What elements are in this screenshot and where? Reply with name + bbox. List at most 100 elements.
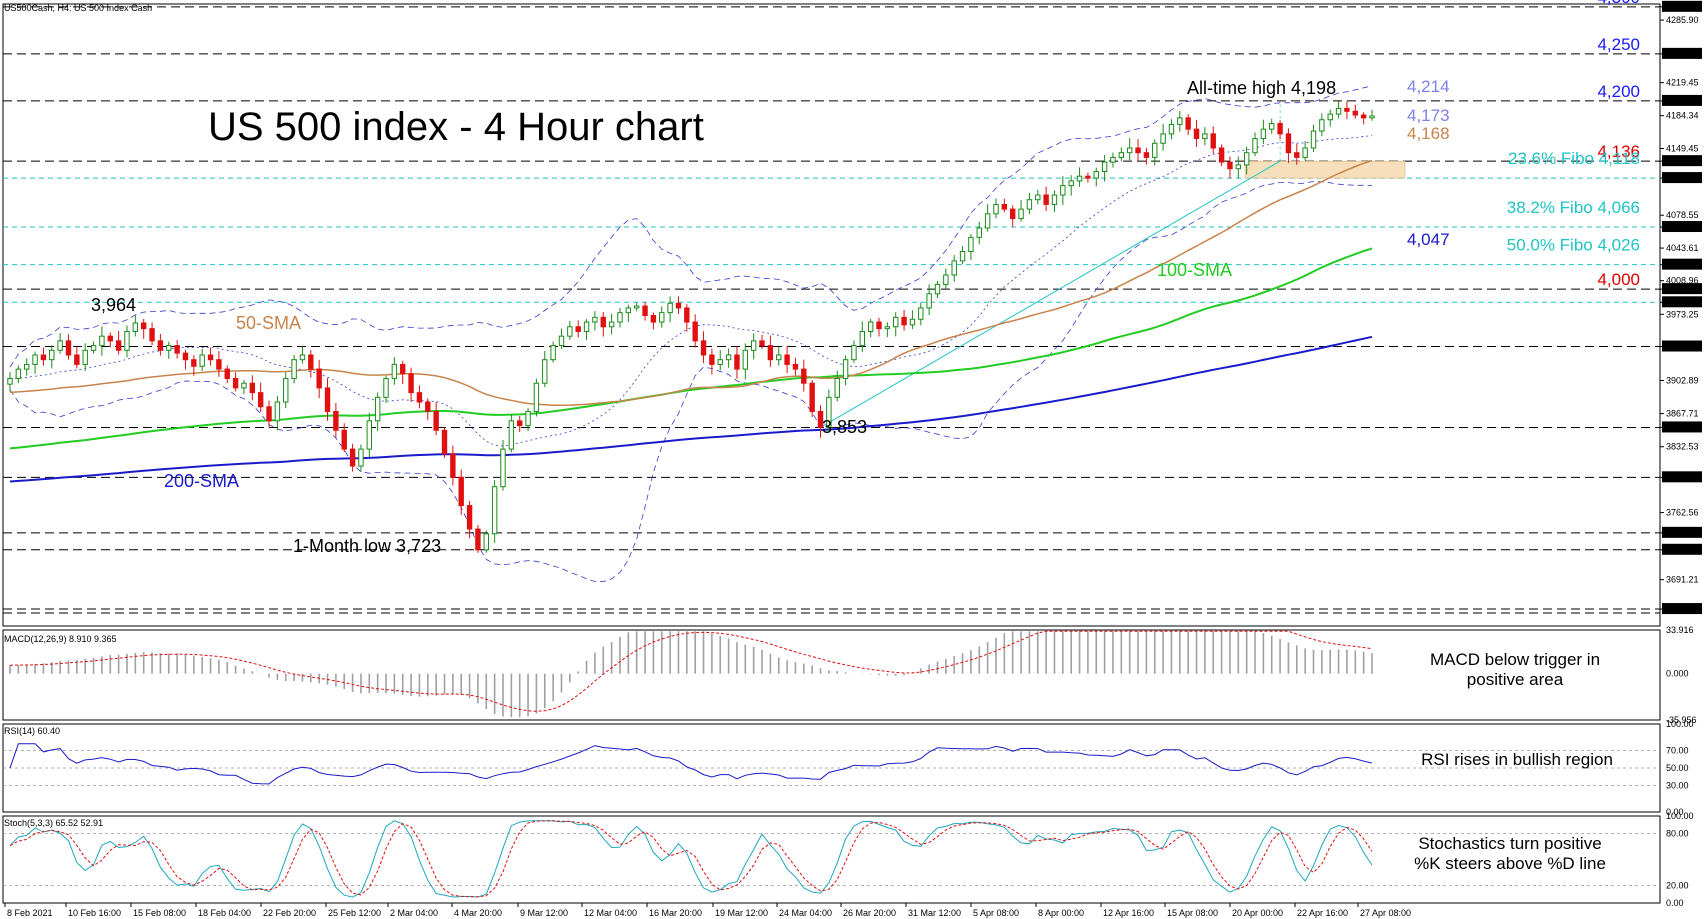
candle-body xyxy=(801,368,807,384)
bb-middle xyxy=(9,135,1373,447)
candle-body xyxy=(1018,208,1024,220)
candle-body xyxy=(884,326,891,330)
rsi-tick-label: 30.00 xyxy=(1666,781,1689,791)
candle-body xyxy=(1101,161,1108,172)
candle-body xyxy=(525,410,531,427)
price-tag xyxy=(1662,526,1702,538)
candle-body xyxy=(224,368,230,380)
time-tick-label: 10 Feb 16:00 xyxy=(68,908,121,918)
candle-body xyxy=(1068,180,1074,187)
time-tick-label: 8 Feb 2021 xyxy=(7,908,53,918)
candle-body xyxy=(1001,203,1008,210)
time-tick-label: 2 Mar 04:00 xyxy=(390,908,438,918)
peak-label: 3,964 xyxy=(91,295,136,315)
candle-body xyxy=(650,314,657,323)
candle-body xyxy=(968,236,974,252)
candle-body xyxy=(893,316,899,328)
price-tick-label: 3832.53 xyxy=(1666,442,1699,452)
candle-body xyxy=(316,368,322,389)
level-label: 50.0% Fibo 4,026 xyxy=(1507,236,1640,255)
price-tag xyxy=(1662,543,1702,555)
candle-body xyxy=(959,250,966,262)
rsi-annotation: RSI rises in bullish region xyxy=(1421,750,1613,769)
panel-frame xyxy=(2,629,1661,721)
time-tick-label: 26 Mar 20:00 xyxy=(843,908,896,918)
candle-body xyxy=(191,359,197,367)
candle-body xyxy=(132,322,139,332)
candle-body xyxy=(951,260,957,276)
candle-body xyxy=(742,349,749,370)
stoch-annotation: Stochastics turn positive %K steers above… xyxy=(1414,834,1606,873)
price-tick-label: 4066.00 xyxy=(1666,222,1699,232)
candle-body xyxy=(1302,147,1308,158)
candle-body xyxy=(984,213,991,229)
price-tick-label: 3902.89 xyxy=(1666,376,1699,386)
sma50-value: 4,168 xyxy=(1407,124,1450,143)
candle-body xyxy=(1277,123,1283,135)
fibo-trendline xyxy=(820,160,1281,428)
rsi-tick-label: 100.00 xyxy=(1666,719,1694,729)
candle-body xyxy=(1126,147,1133,154)
candle-body xyxy=(433,410,439,431)
candle-body xyxy=(1294,152,1300,158)
time-tick-label: 12 Apr 16:00 xyxy=(1103,908,1154,918)
stoch-k-line xyxy=(9,820,1373,898)
candle-body xyxy=(608,321,615,328)
panel-frame xyxy=(2,3,1661,627)
time-tick-label: 16 Mar 20:00 xyxy=(649,908,702,918)
candle-body xyxy=(1235,164,1242,170)
candle-body xyxy=(257,392,264,408)
candle-body xyxy=(1252,138,1258,154)
candle-body xyxy=(1051,194,1058,205)
candle-body xyxy=(759,340,765,347)
price-tag xyxy=(1662,421,1702,433)
time-tick-label: 27 Apr 08:00 xyxy=(1360,908,1411,918)
time-tick-label: 31 Mar 12:00 xyxy=(908,908,961,918)
price-tick-label: 4118.00 xyxy=(1666,173,1698,183)
time-tick-label: 18 Feb 04:00 xyxy=(198,908,251,918)
bb-lower xyxy=(9,180,1373,583)
candle-body xyxy=(709,354,715,365)
candle-body xyxy=(1143,152,1150,158)
price-tag xyxy=(1662,603,1702,615)
candle-body xyxy=(1060,185,1066,196)
candle-body xyxy=(408,373,414,394)
candle-body xyxy=(993,203,999,215)
rsi-tick-label: 50.00 xyxy=(1666,763,1689,773)
level-label: 38.2% Fibo 4,066 xyxy=(1507,198,1640,217)
time-tick-label: 15 Apr 08:00 xyxy=(1167,908,1218,918)
candle-body xyxy=(533,382,540,412)
candle-body xyxy=(1009,208,1016,220)
candle-body xyxy=(1352,110,1358,116)
price-tick-label: 3660.00 xyxy=(1666,604,1699,614)
candle-body xyxy=(216,359,222,370)
candle-body xyxy=(517,420,523,427)
candle-body xyxy=(1227,161,1233,170)
price-tag xyxy=(1662,283,1702,295)
candle-body xyxy=(1310,130,1317,149)
price-tick-label: 4184.34 xyxy=(1666,111,1699,121)
candle-body xyxy=(1327,113,1333,121)
candle-body xyxy=(341,429,347,450)
price-tag xyxy=(1662,172,1702,184)
candle-body xyxy=(926,293,932,309)
price-tick-label: 3723.00 xyxy=(1666,545,1699,555)
candle-body xyxy=(241,382,247,389)
rsi-tick-label: 0.00 xyxy=(1666,807,1684,817)
candle-body xyxy=(901,316,907,326)
price-tick-label: 3986.00 xyxy=(1666,297,1699,307)
candle-body xyxy=(99,335,105,347)
candle-body xyxy=(1369,115,1375,119)
candle-body xyxy=(1026,199,1033,210)
candle-body xyxy=(1243,152,1250,166)
time-tick-label: 4 Mar 20:00 xyxy=(454,908,502,918)
candle-body xyxy=(1076,175,1083,182)
candle-body xyxy=(1344,107,1350,112)
price-tag xyxy=(1662,221,1702,233)
swing-low-label: 3,853 xyxy=(822,417,867,437)
candle-body xyxy=(199,354,205,367)
time-tick-label: 19 Mar 12:00 xyxy=(715,908,768,918)
bb-upper xyxy=(9,85,1373,368)
time-tick-label: 12 Mar 04:00 xyxy=(584,908,637,918)
